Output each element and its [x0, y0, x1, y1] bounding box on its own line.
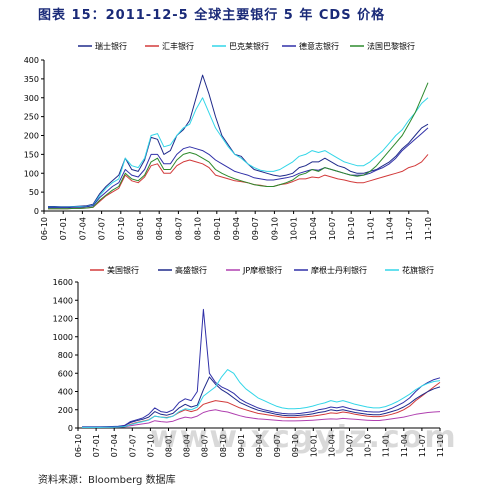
x-tick-label: 08-01	[165, 434, 174, 457]
x-tick-label: 09-07	[273, 434, 282, 457]
x-tick-label: 08-01	[136, 217, 145, 240]
series-line-1	[48, 74, 429, 208]
x-tick-label: 07-07	[98, 217, 107, 240]
y-tick-label: 0	[68, 424, 73, 433]
legend-label: 摩根士丹利银行	[311, 265, 367, 275]
legend-label: 高盛银行	[175, 265, 207, 275]
x-tick-label: 10-07	[328, 217, 337, 240]
y-tick-label: 0	[34, 207, 39, 216]
x-tick-label: 09-04	[255, 434, 264, 457]
x-tick-label: 10-04	[327, 434, 336, 457]
series-line-5	[82, 369, 441, 428]
y-tick-label: 1400	[53, 296, 73, 305]
x-tick-label: 09-01	[213, 217, 222, 240]
x-tick-label: 07-07	[128, 434, 137, 457]
y-tick-label: 1200	[53, 315, 73, 324]
legend-label: 法国巴黎银行	[367, 41, 415, 51]
x-tick-label: 07-10	[117, 217, 126, 240]
series-line-5	[48, 82, 429, 210]
x-tick-label: 10-01	[290, 217, 299, 240]
x-tick-label: 09-01	[237, 434, 246, 457]
x-tick-label: 08-07	[201, 434, 210, 457]
x-tick-label: 08-04	[183, 434, 192, 457]
x-tick-label: 07-10	[146, 434, 155, 457]
x-tick-label: 08-07	[174, 217, 183, 240]
series-line-2	[48, 154, 429, 210]
x-tick-label: 11-07	[418, 434, 427, 457]
y-tick-label: 200	[58, 406, 73, 415]
y-tick-label: 350	[24, 75, 39, 84]
x-tick-label: 06-10	[74, 434, 83, 457]
y-tick-label: 100	[24, 169, 39, 178]
x-tick-label: 10-10	[364, 434, 373, 457]
x-tick-label: 11-04	[400, 434, 409, 457]
x-tick-label: 11-10	[436, 434, 445, 457]
x-tick-label: 07-04	[110, 434, 119, 457]
x-tick-label: 11-01	[366, 217, 375, 240]
legend-label: 美国银行	[107, 265, 139, 275]
x-tick-label: 09-10	[291, 434, 300, 457]
x-tick-label: 09-04	[232, 217, 241, 240]
legend-label: 巴克莱银行	[229, 41, 269, 51]
legend-label: 花旗银行	[402, 265, 434, 275]
x-tick-label: 11-01	[382, 434, 391, 457]
x-tick-label: 07-04	[78, 217, 87, 240]
x-tick-label: 11-07	[405, 217, 414, 240]
legend-label: 德意志银行	[299, 41, 339, 51]
y-tick-label: 400	[58, 388, 73, 397]
x-tick-label: 10-04	[309, 217, 318, 240]
series-line-2	[82, 376, 441, 428]
x-tick-label: 06-10	[40, 217, 49, 240]
series-line-4	[82, 308, 441, 428]
y-tick-label: 300	[24, 94, 39, 103]
y-tick-label: 250	[24, 113, 39, 122]
y-tick-label: 800	[58, 351, 73, 360]
y-tick-label: 600	[58, 369, 73, 378]
x-tick-label: 08-04	[155, 217, 164, 240]
x-tick-label: 10-10	[347, 217, 356, 240]
y-tick-label: 1000	[53, 333, 73, 342]
source-note: 资料来源：Bloomberg 数据库	[38, 475, 176, 486]
chart-2: 0 200 400 600 800 1000 1200 1400 1600 06-10 07-01 0…	[53, 265, 445, 457]
chart-1: 0 50 100 150 200 250 300 350 400 06-10 07-01 07-04 0…	[24, 41, 433, 240]
legend-label: 瑞士银行	[95, 41, 127, 51]
x-tick-label: 08-10	[219, 434, 228, 457]
x-tick-label: 10-01	[309, 434, 318, 457]
page-title: 图表 15：2011-12-5 全球主要银行 5 年 CDS 价格	[38, 8, 386, 23]
x-tick-label: 09-10	[270, 217, 279, 240]
y-tick-label: 200	[24, 132, 39, 141]
y-tick-label: 400	[24, 56, 39, 65]
x-tick-label: 07-01	[92, 434, 101, 457]
x-tick-label: 07-01	[59, 217, 68, 240]
series-line-3	[48, 97, 429, 208]
x-tick-label: 10-07	[346, 434, 355, 457]
x-tick-label: 09-07	[251, 217, 260, 240]
watermark: www.xcgyjz.com	[150, 420, 458, 455]
legend-label: JP摩根银行	[242, 265, 282, 275]
x-tick-label: 11-04	[386, 217, 395, 240]
series-line-3	[82, 409, 441, 428]
y-tick-label: 150	[24, 150, 39, 159]
y-tick-label: 50	[29, 188, 39, 197]
x-tick-label: 08-10	[194, 217, 203, 240]
x-tick-label: 11-10	[424, 217, 433, 240]
legend-label: 汇丰银行	[162, 41, 194, 51]
y-tick-label: 1600	[53, 278, 73, 287]
